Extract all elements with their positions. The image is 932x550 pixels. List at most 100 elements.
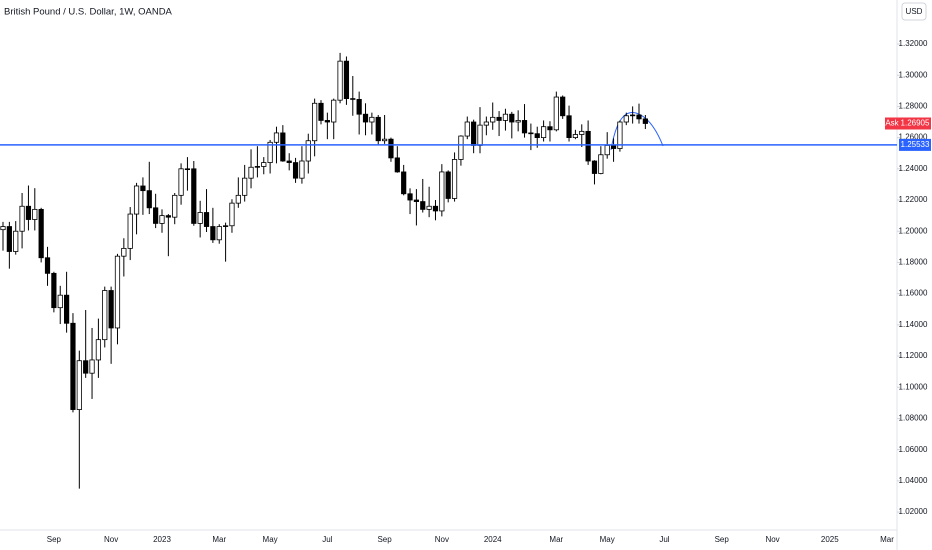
candle-body bbox=[222, 225, 229, 227]
candle-body bbox=[445, 171, 451, 199]
candle-body bbox=[617, 121, 623, 149]
y-tick-label: 1.24000 bbox=[899, 164, 928, 173]
candle-body bbox=[630, 114, 636, 117]
candle-body bbox=[343, 60, 350, 100]
candle-body bbox=[242, 177, 248, 196]
x-tick-label: Mar bbox=[549, 535, 563, 544]
candle-body bbox=[509, 113, 515, 123]
candle-body bbox=[477, 124, 483, 146]
candle-body bbox=[44, 257, 51, 274]
candle-body bbox=[159, 215, 165, 224]
last-price-label: 1.26905 bbox=[901, 119, 930, 128]
y-tick-label: 1.04000 bbox=[899, 476, 928, 485]
candle-body bbox=[133, 185, 140, 215]
candle-body bbox=[229, 202, 235, 227]
candle-body bbox=[178, 168, 184, 196]
y-tick-label: 1.12000 bbox=[899, 351, 928, 360]
candle-body bbox=[560, 96, 566, 117]
y-tick-label: 1.14000 bbox=[899, 320, 928, 329]
chart-title: British Pound / U.S. Dollar, 1W, OANDA bbox=[4, 7, 173, 18]
candle-body bbox=[165, 215, 171, 218]
candle-body bbox=[388, 138, 394, 159]
candle-body bbox=[25, 205, 32, 220]
candle-body bbox=[331, 99, 337, 123]
candle-body bbox=[292, 162, 299, 179]
candle-body bbox=[413, 199, 420, 202]
candle-body bbox=[57, 294, 63, 309]
hline-price-label: 1.25533 bbox=[901, 140, 930, 149]
candle-body bbox=[451, 159, 458, 199]
candle-body bbox=[216, 226, 222, 241]
candle-body bbox=[432, 205, 439, 212]
candle-body bbox=[235, 194, 241, 204]
ask-tag bbox=[885, 117, 899, 130]
currency-label[interactable]: USD bbox=[906, 7, 923, 16]
x-tick-label: 2023 bbox=[153, 535, 171, 544]
candle-body bbox=[324, 120, 330, 123]
y-tick-label: 1.10000 bbox=[899, 382, 928, 391]
candle-body bbox=[19, 205, 25, 232]
y-tick-label: 1.32000 bbox=[899, 39, 928, 48]
candle-body bbox=[579, 130, 585, 135]
candle-body bbox=[515, 120, 521, 123]
candle-body bbox=[534, 133, 540, 139]
candle-body bbox=[267, 141, 273, 163]
candle-body bbox=[553, 96, 559, 131]
candle-body bbox=[483, 121, 489, 126]
candle-body bbox=[140, 185, 146, 192]
candle-body bbox=[426, 205, 432, 210]
candle-body bbox=[598, 154, 604, 174]
candle-body bbox=[305, 140, 311, 162]
candle-body bbox=[458, 135, 464, 160]
x-tick-label: May bbox=[600, 535, 615, 544]
candle-body bbox=[496, 116, 502, 121]
candle-body bbox=[585, 130, 591, 162]
candle-body bbox=[6, 226, 12, 252]
candle-body bbox=[471, 121, 477, 146]
candle-body bbox=[83, 360, 89, 374]
y-tick-label: 1.18000 bbox=[899, 258, 928, 267]
candle-body bbox=[197, 212, 203, 224]
candle-body bbox=[89, 359, 95, 374]
candle-body bbox=[604, 145, 610, 156]
candle-body bbox=[51, 272, 57, 309]
candle-body bbox=[502, 113, 509, 121]
candle-body bbox=[38, 208, 44, 259]
candle-body bbox=[623, 115, 629, 123]
candle-body bbox=[248, 166, 254, 179]
candles bbox=[0, 52, 648, 489]
last-price-tag bbox=[899, 117, 931, 130]
currency-button[interactable] bbox=[901, 2, 927, 21]
candle-body bbox=[114, 255, 121, 329]
x-tick-label: Nov bbox=[765, 535, 779, 544]
candle-body bbox=[102, 290, 108, 341]
ask-label: Ask bbox=[885, 119, 899, 128]
candle-body bbox=[108, 290, 114, 329]
candle-body bbox=[32, 208, 38, 220]
candle-body bbox=[254, 166, 260, 168]
y-tick-label: 1.16000 bbox=[899, 289, 928, 298]
x-tick-label: Jul bbox=[659, 535, 669, 544]
candle-body bbox=[394, 157, 400, 173]
candle-body bbox=[521, 120, 528, 134]
y-tick-label: 1.02000 bbox=[899, 507, 928, 516]
candle-body bbox=[127, 213, 133, 249]
y-tick-label: 1.26000 bbox=[899, 133, 928, 142]
y-tick-label: 1.22000 bbox=[899, 195, 928, 204]
candle-body bbox=[280, 132, 286, 162]
candle-body bbox=[439, 171, 445, 212]
candle-body bbox=[642, 118, 648, 124]
y-tick-label: 1.08000 bbox=[899, 414, 928, 423]
candle-body bbox=[464, 121, 470, 137]
candle-body bbox=[191, 168, 197, 224]
candle-body bbox=[591, 160, 598, 174]
candle-body bbox=[203, 212, 210, 227]
candle-body bbox=[369, 116, 375, 123]
candle-body bbox=[172, 194, 178, 218]
candle-body bbox=[318, 102, 324, 121]
x-tick-label: 2024 bbox=[484, 535, 502, 544]
candle-body bbox=[184, 168, 191, 171]
